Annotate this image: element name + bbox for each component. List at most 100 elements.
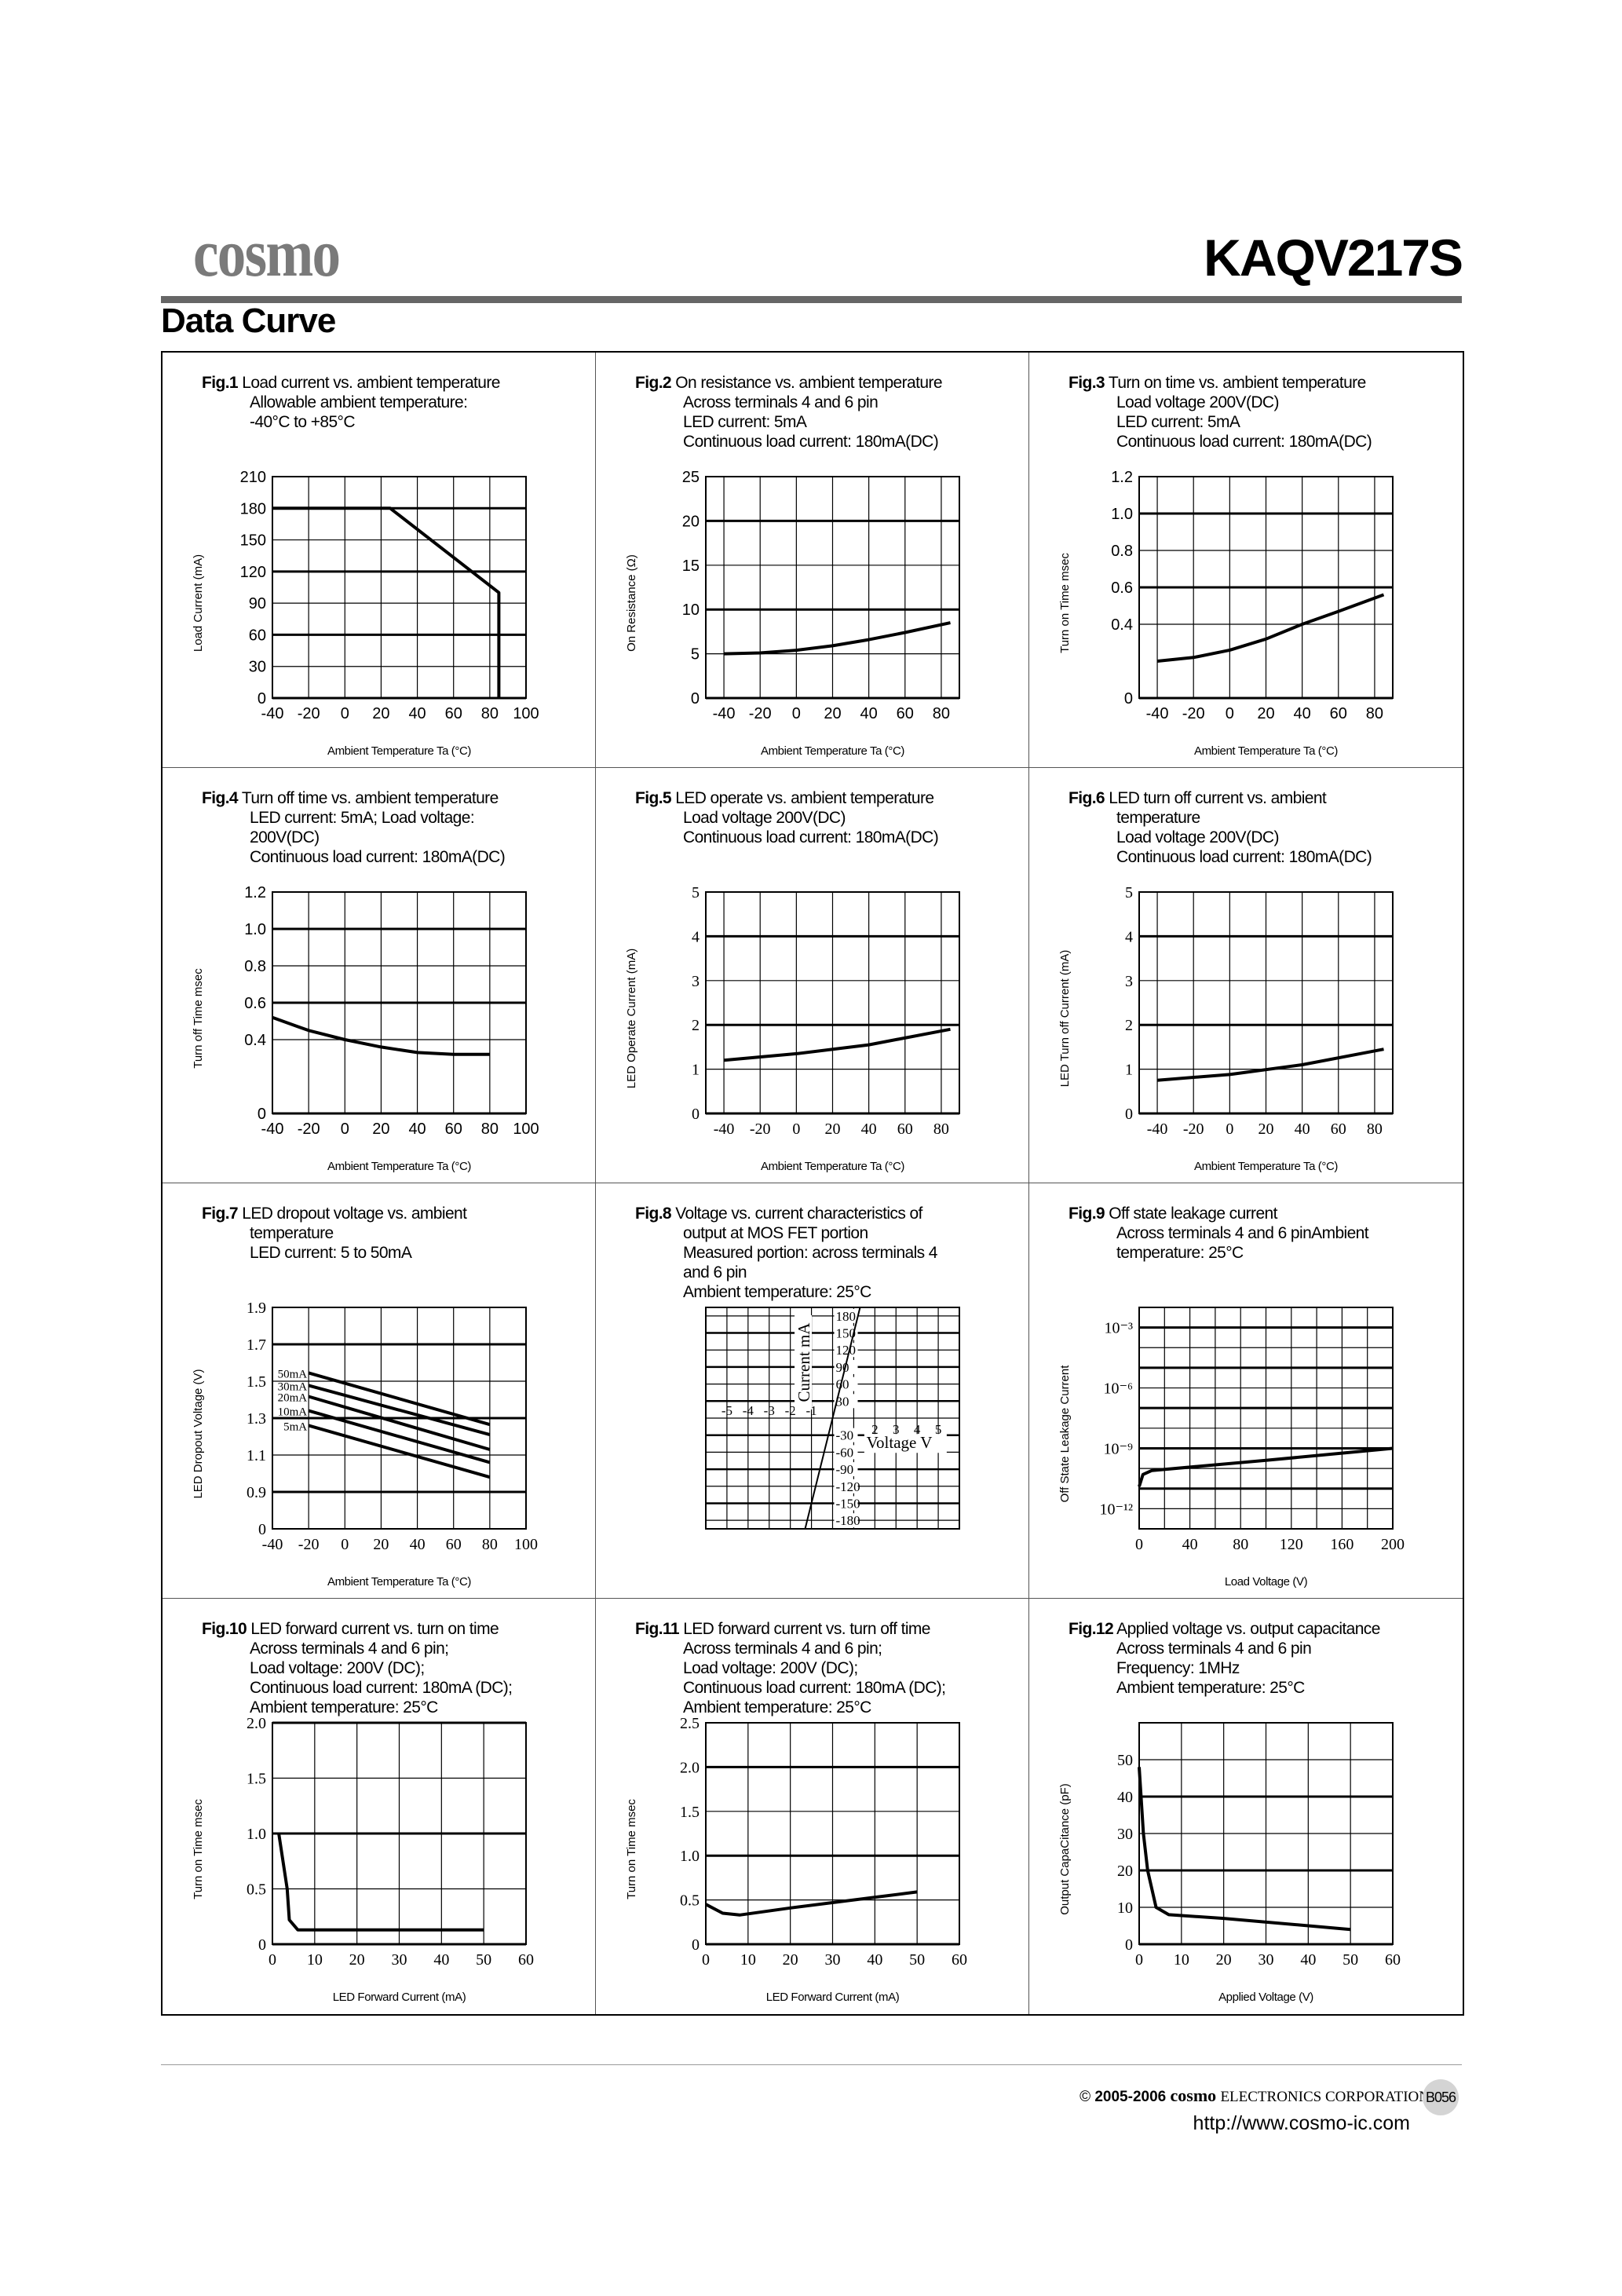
- caption-line: LED forward current vs. turn on time: [250, 1620, 499, 1638]
- y-tick-label: 15: [682, 558, 700, 575]
- plot-frame: [272, 1307, 527, 1530]
- figure-cell-1: Fig.1 Load current vs. ambient temperatu…: [163, 353, 596, 768]
- y-tick-label: 0: [1125, 1106, 1133, 1123]
- x-tick-label: 0: [1226, 705, 1234, 722]
- copyright-icon: ©: [1080, 2089, 1091, 2105]
- y-tick-label: -150: [836, 1496, 860, 1511]
- x-tick-label: 10: [1174, 1951, 1189, 1969]
- x-axis-label: LED Forward Current (mA): [333, 1991, 466, 2004]
- x-tick-label: 20: [372, 705, 389, 722]
- caption-line: On resistance vs. ambient temperature: [675, 374, 942, 392]
- y-tick-label: 5: [1125, 884, 1133, 901]
- x-tick-label: 60: [952, 1951, 967, 1969]
- caption-line: LED current: 5mA: [683, 413, 807, 431]
- figure-number: Fig.10: [202, 1620, 247, 1638]
- copyright-years: 2005-2006: [1094, 2089, 1167, 2105]
- y-tick-bg: [834, 1445, 858, 1460]
- chart-8: -5 -4 -3 -2 -12 3 4 5180150120906030-30-60-90-1…: [705, 1307, 960, 1530]
- caption-line: Measured portion: across terminals 4: [683, 1244, 937, 1262]
- figure-cell-12: Fig.12 Applied voltage vs. output capaci…: [1029, 1599, 1463, 2014]
- y-tick-label: -60: [836, 1445, 854, 1460]
- series-line: [804, 1307, 861, 1530]
- y-tick-label: 10: [682, 601, 700, 619]
- x-axis-label: LED Forward Current (mA): [766, 1991, 900, 2004]
- y-tick-label: -120: [836, 1479, 860, 1494]
- caption-line: Continuous load current: 180mA(DC): [250, 848, 506, 866]
- y-tick-label: 1.9: [247, 1300, 266, 1317]
- y-tick-label: 1.1: [247, 1447, 266, 1464]
- x-tick-label: 80: [1367, 1121, 1383, 1138]
- x-tick-label: 20: [372, 1121, 389, 1138]
- caption-line: Continuous load current: 180mA(DC): [683, 828, 939, 846]
- x-tick-label: -20: [298, 705, 320, 722]
- y-tick-bg: [834, 1325, 858, 1340]
- series-line: [277, 1833, 484, 1932]
- figure-cell-2: Fig.2 On resistance vs. ambient temperat…: [596, 353, 1029, 768]
- figure-caption: Fig.1 Load current vs. ambient temperatu…: [202, 373, 500, 432]
- y-tick-label: 2: [1125, 1017, 1133, 1034]
- plot-frame: [1138, 476, 1394, 699]
- x-tick-label: 0: [702, 1951, 710, 1969]
- y-tick-label: 150: [836, 1326, 857, 1341]
- x-tick-label: 100: [514, 1536, 538, 1553]
- caption-line: Continuous load current: 180mA(DC): [1116, 848, 1372, 866]
- y-tick-label: 0.8: [1111, 543, 1133, 560]
- website-link[interactable]: http://www.cosmo-ic.com: [1193, 2112, 1410, 2134]
- plot-frame: [1138, 891, 1394, 1114]
- chart-9: 0 40 80 120 160 200 10⁻³ 10⁻⁶ 10⁻⁹ 10⁻¹² Load Volt…: [1058, 1307, 1405, 1589]
- x-axis-label: Ambient Temperature Ta (°C): [327, 1575, 471, 1589]
- caption-line: Load voltage 200V(DC): [1116, 393, 1279, 411]
- chart-2: -40 -20 0 20 40 60 80 0 5 10 15 20 25 Ambient Tempera…: [625, 469, 960, 758]
- caption-line: Off state leakage current: [1109, 1205, 1277, 1223]
- footer-logo: cosmo: [1170, 2086, 1217, 2105]
- x-tick-label: 0: [341, 1121, 349, 1138]
- plot-frame: [1138, 1307, 1394, 1530]
- figure-number: Fig.11: [635, 1620, 680, 1638]
- x-axis-label: Ambient Temperature Ta (°C): [1194, 1160, 1338, 1173]
- caption-line: Ambient temperature: 25°C: [683, 1698, 871, 1717]
- x-tick-label: -40: [714, 1121, 735, 1138]
- figure-caption: Fig.10 LED forward current vs. turn on t…: [202, 1619, 513, 1717]
- y-tick-label: 5: [692, 884, 700, 901]
- x-axis-label: Voltage V: [867, 1433, 933, 1452]
- chart-10: 0 10 20 30 40 50 60 0 0.5 1.0 1.5 2.0 LED Forward Cu…: [192, 1715, 534, 2004]
- caption-line: Continuous load current: 180mA (DC);: [250, 1679, 513, 1697]
- x-tick-label: 60: [445, 705, 462, 722]
- x-tick-label: 100: [513, 705, 539, 722]
- x-tick-label: 40: [1294, 705, 1311, 722]
- x-tick-label: -40: [261, 1121, 284, 1138]
- y-tick-label: 2.0: [247, 1715, 266, 1732]
- y-tick-label: 0.5: [247, 1881, 266, 1899]
- x-tick-label: 80: [933, 1121, 949, 1138]
- y-tick-label: 1.5: [247, 1373, 266, 1391]
- caption-line: Frequency: 1MHz: [1116, 1659, 1240, 1677]
- plot-frame: [705, 891, 960, 1114]
- series-label: 50mA: [278, 1368, 308, 1380]
- series-line: [1156, 1047, 1384, 1082]
- y-tick-bg: [834, 1513, 858, 1528]
- x-tick-label: 40: [1295, 1121, 1310, 1138]
- y-tick-label: 30: [249, 659, 266, 676]
- series-line: [308, 1395, 491, 1451]
- figure-caption: Fig.6 LED turn off current vs. ambient te…: [1069, 788, 1372, 867]
- caption-line: Across terminals 4 and 6 pin;: [683, 1640, 882, 1658]
- y-tick-label: 1: [1125, 1062, 1133, 1079]
- x-tick-label: 60: [1331, 1121, 1346, 1138]
- caption-line: and 6 pin: [683, 1263, 747, 1281]
- figure-cell-11: Fig.11 LED forward current vs. turn off …: [596, 1599, 1029, 2014]
- chart-3: -40 -20 0 20 40 60 80 0 0.4 0.6 0.8 1.0 1.2 Ambient T…: [1058, 469, 1394, 758]
- x-tick-label: 30: [392, 1951, 407, 1969]
- series-label: 5mA: [283, 1420, 307, 1433]
- x-tick-label: 0: [341, 705, 349, 722]
- caption-line: Applied voltage vs. output capacitance: [1116, 1620, 1380, 1638]
- series-label: 30mA: [278, 1380, 308, 1393]
- x-tick-label: 60: [518, 1951, 534, 1969]
- chart-7: -40 -20 0 20 40 60 80 100 0 0.9 1.1 1.3 1.5 1.7 1.9 Amb…: [192, 1300, 538, 1589]
- y-tick-label: 20: [682, 513, 700, 530]
- caption-line: LED forward current vs. turn off time: [683, 1620, 930, 1638]
- caption-line: LED current: 5 to 50mA: [250, 1244, 412, 1262]
- y-axis-label: Output CapaCitance (pF): [1058, 1783, 1072, 1915]
- figure-caption: Fig.4 Turn off time vs. ambient temperat…: [202, 788, 506, 867]
- caption-line: Ambient temperature: 25°C: [683, 1283, 871, 1301]
- y-tick-bg: [834, 1496, 858, 1511]
